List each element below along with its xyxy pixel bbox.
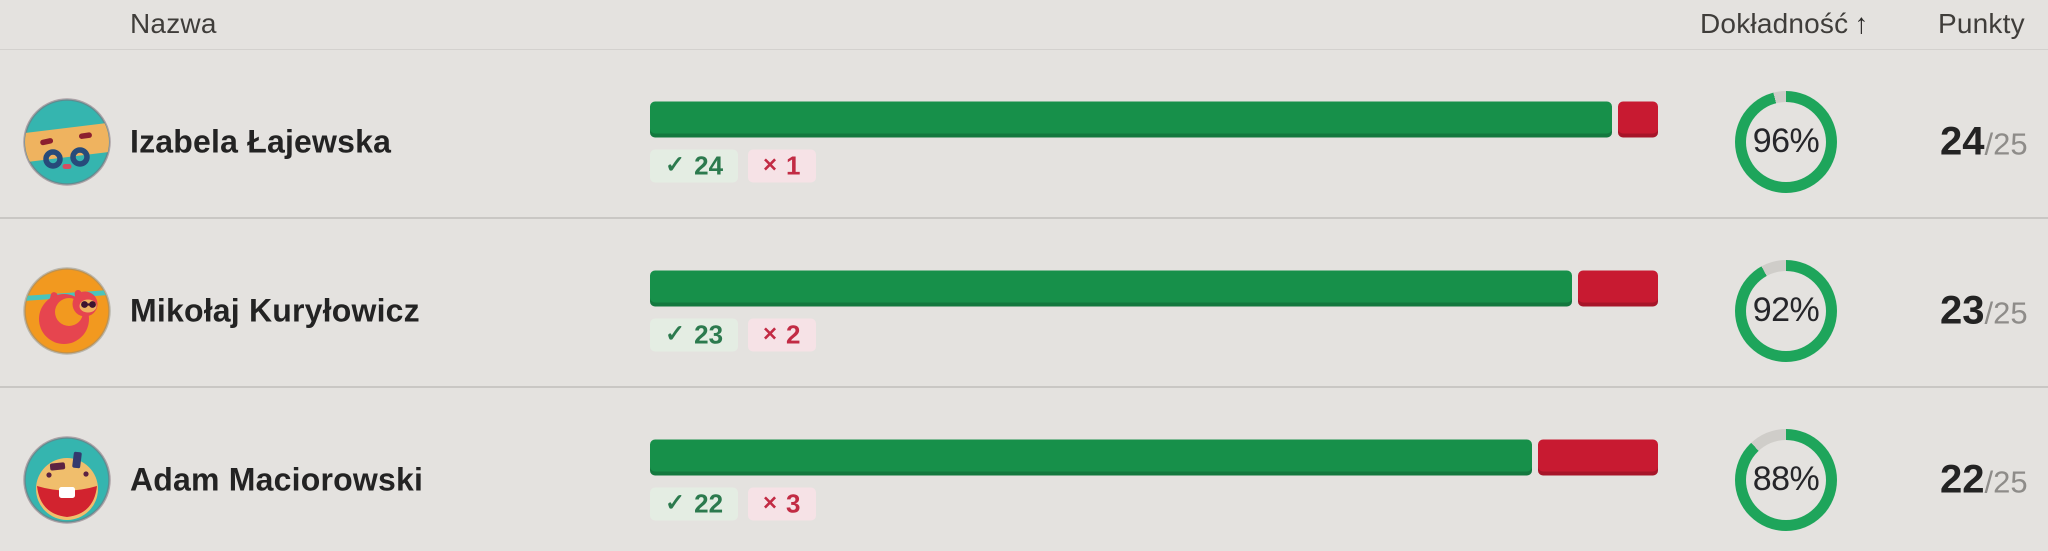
bar-wrong-segment [1537,439,1658,475]
bar-correct-segment [650,439,1532,475]
answer-counts: ✓ 23 × 2 [650,318,1658,351]
sort-ascending-icon: ↑ [1854,8,1869,39]
table-row[interactable]: Izabela Łajewska ✓ 24 × 1 96% 24/25 [0,50,2048,217]
wrong-count: 2 [786,319,801,349]
points-total: /25 [1984,464,2028,499]
check-icon: ✓ [665,489,686,517]
player-name: Adam Maciorowski [130,461,424,497]
answers-bar-track [650,101,1658,137]
correct-count-pill: ✓ 23 [650,318,739,351]
correct-count: 24 [694,150,724,180]
wrong-count-pill: × 1 [748,149,816,182]
answers-bar: ✓ 23 × 2 [650,270,1658,351]
answers-bar: ✓ 22 × 3 [650,439,1658,520]
correct-count: 22 [694,488,724,518]
accuracy-ring-hole: 96% [1746,101,1826,182]
check-icon: ✓ [665,320,686,348]
column-header-points[interactable]: Punkty [1938,8,2025,39]
teal-masked-avatar-image [23,97,111,186]
wrong-count: 1 [786,150,801,180]
column-header-accuracy-label: Dokładność [1700,8,1849,39]
answers-bar: ✓ 24 × 1 [650,101,1658,182]
wrong-count-pill: × 2 [748,318,816,351]
correct-count-pill: ✓ 22 [650,487,739,520]
header-divider [0,49,2048,50]
orange-sloth-avatar-image [23,266,111,355]
avatar [23,266,111,355]
points-earned: 24 [1940,119,1985,163]
accuracy-value: 88% [1752,460,1820,498]
points-total: /25 [1984,126,2028,161]
bar-wrong-segment [1617,101,1658,137]
avatar [23,97,111,186]
accuracy-ring: 88% [1735,428,1837,531]
accuracy-ring: 92% [1735,259,1837,362]
answers-bar-track [650,270,1658,306]
column-header-name[interactable]: Nazwa [130,8,217,39]
accuracy-value: 96% [1752,122,1820,160]
bar-correct-segment [650,101,1612,137]
answer-counts: ✓ 22 × 3 [650,487,1658,520]
cross-icon: × [763,320,778,348]
table-row[interactable]: Adam Maciorowski ✓ 22 × 3 88% 22/25 [0,386,2048,551]
avatar [23,435,111,524]
points-earned: 23 [1940,288,1985,332]
accuracy-value: 92% [1752,291,1820,329]
correct-count: 23 [694,319,724,349]
check-icon: ✓ [665,151,686,179]
points: 23/25 [1940,288,2028,333]
table-row[interactable]: Mikołaj Kuryłowicz ✓ 23 × 2 92% 23/25 [0,217,2048,386]
cross-icon: × [763,151,778,179]
teal-laughing-avatar-image [23,435,111,524]
bar-correct-segment [650,270,1572,306]
player-name: Izabela Łajewska [130,123,392,159]
points-total: /25 [1984,295,2028,330]
cross-icon: × [763,489,778,517]
accuracy-ring-hole: 92% [1746,270,1826,351]
column-header-accuracy[interactable]: Dokładność ↑ [1700,8,1869,40]
points: 24/25 [1940,119,2028,164]
results-table-header: Nazwa Dokładność ↑ Punkty [0,0,2048,50]
wrong-count: 3 [786,488,801,518]
points: 22/25 [1940,457,2028,502]
answer-counts: ✓ 24 × 1 [650,149,1658,182]
accuracy-ring-hole: 88% [1746,439,1826,520]
results-table-body: Izabela Łajewska ✓ 24 × 1 96% 24/25 [0,50,2048,551]
points-earned: 22 [1940,457,1985,501]
accuracy-ring: 96% [1735,90,1837,193]
correct-count-pill: ✓ 24 [650,149,739,182]
answers-bar-track [650,439,1658,475]
wrong-count-pill: × 3 [748,487,816,520]
player-name: Mikołaj Kuryłowicz [130,292,420,328]
bar-wrong-segment [1577,270,1658,306]
